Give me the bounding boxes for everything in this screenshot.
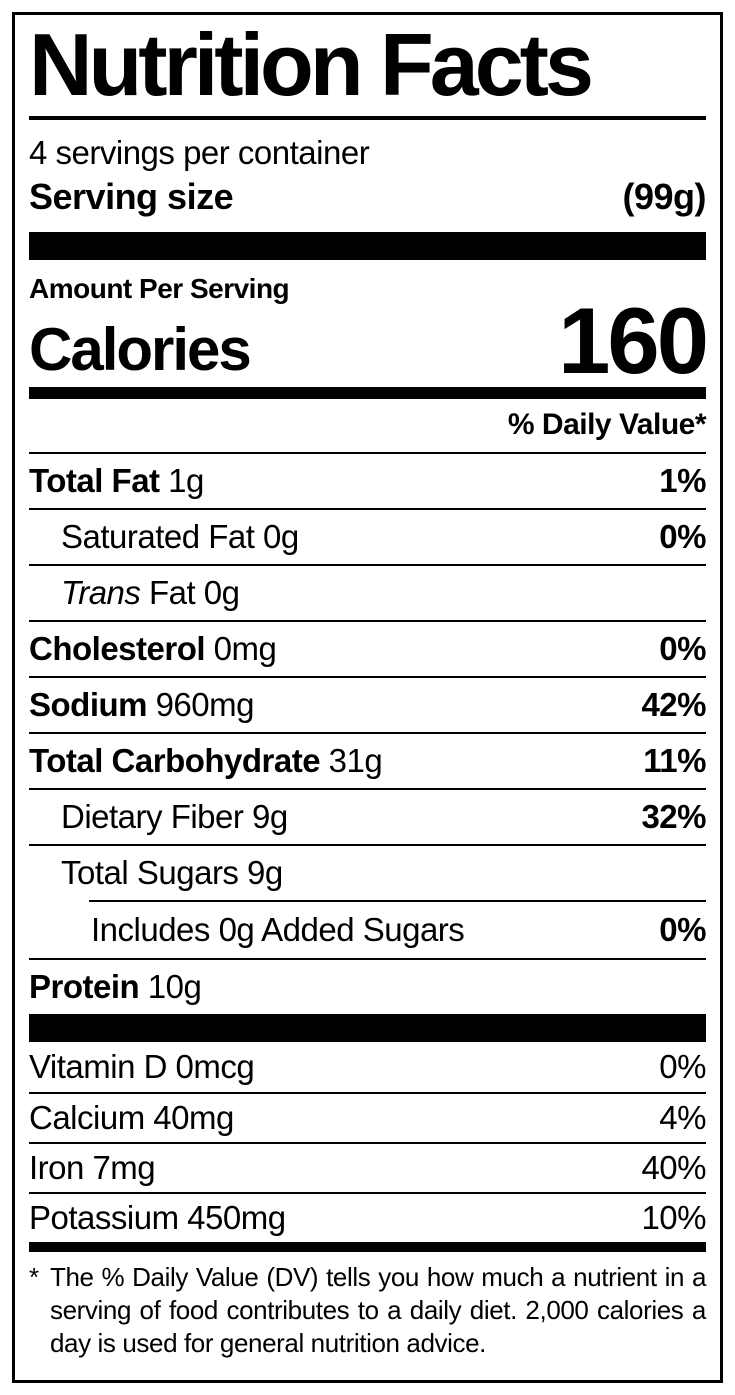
protein-section-bar xyxy=(29,1013,706,1042)
footnote-section-bar xyxy=(29,1241,706,1252)
amount-per-serving-label: Amount Per Serving xyxy=(29,273,290,305)
nutrient-name: Total Sugars 9g xyxy=(29,854,283,892)
nutrient-row-sodium: Sodium 960mg 42% xyxy=(29,675,706,732)
nutrient-dv: 0% xyxy=(659,1047,706,1085)
footnote-text: The % Daily Value (DV) tells you how muc… xyxy=(50,1261,706,1358)
nutrient-row-total-fat: Total Fat 1g 1% xyxy=(29,451,706,508)
nutrient-row-cholesterol: Cholesterol 0mg 0% xyxy=(29,619,706,676)
added-sugars-divider xyxy=(89,899,706,902)
nutrient-row-dietary-fiber: Dietary Fiber 9g 32% xyxy=(29,787,706,844)
nutrient-name: Sodium 960mg xyxy=(29,686,254,724)
nutrient-row-saturated-fat: Saturated Fat 0g 0% xyxy=(29,507,706,564)
nutrient-name-text: Total Fat xyxy=(29,461,160,499)
nutrient-name-text: Cholesterol xyxy=(29,629,206,667)
nutrient-dv: 40% xyxy=(641,1148,706,1186)
label-title: Nutrition Facts xyxy=(29,15,594,114)
nutrient-name: Total Fat 1g xyxy=(29,462,204,500)
serving-size-value: (99g) xyxy=(622,176,706,218)
nutrient-row-total-carbohydrate: Total Carbohydrate 31g 11% xyxy=(29,731,706,788)
nutrient-name: Cholesterol 0mg xyxy=(29,629,277,668)
nutrient-amount: 31g xyxy=(328,741,383,779)
serving-size-label: Serving size xyxy=(29,176,234,218)
nutrient-name: Dietary Fiber 9g xyxy=(29,798,288,836)
nutrient-amount: 40mg xyxy=(153,1098,234,1136)
nutrient-amount: 450mg xyxy=(187,1198,286,1236)
nutrient-name: Potassium 450mg xyxy=(29,1199,286,1237)
nutrient-name: Includes 0g Added Sugars xyxy=(29,911,473,949)
nutrient-name-text: Dietary Fiber xyxy=(61,797,244,835)
nutrient-name-italic: Trans xyxy=(61,573,141,611)
nutrient-amount: 9g xyxy=(247,853,283,891)
calories-section-bar xyxy=(29,386,706,399)
daily-value-header: % Daily Value* xyxy=(507,407,707,441)
micronutrient-row-iron: Iron 7mg 40% xyxy=(29,1141,706,1192)
micronutrient-row-vitamin-d: Vitamin D 0mcg 0% xyxy=(29,1042,706,1092)
micronutrient-row-potassium: Potassium 450mg 10% xyxy=(29,1191,706,1242)
micronutrient-row-calcium: Calcium 40mg 4% xyxy=(29,1091,706,1142)
nutrient-name: Protein 10g xyxy=(29,967,202,1006)
nutrient-name-text: Total Carbohydrate xyxy=(29,741,321,779)
nutrient-amount: 0g xyxy=(203,573,240,611)
nutrient-amount: 0g xyxy=(263,517,299,555)
nutrient-name-text: Total Sugars xyxy=(61,853,239,891)
nutrient-row-total-sugars: Total Sugars 9g xyxy=(29,843,706,900)
nutrient-name: Total Carbohydrate 31g xyxy=(29,741,383,780)
nutrient-dv: 11% xyxy=(643,741,706,779)
nutrient-amount: 9g xyxy=(251,797,288,835)
nutrient-name-text: Saturated Fat xyxy=(61,517,255,555)
nutrient-amount: 1g xyxy=(168,461,204,499)
footnote: * The % Daily Value (DV) tells you how m… xyxy=(29,1261,706,1360)
servings-per-container: 4 servings per container xyxy=(29,134,370,171)
nutrition-facts-label: Nutrition Facts 4 servings per container… xyxy=(12,12,723,1383)
nutrient-dv: 10% xyxy=(641,1198,706,1236)
nutrient-name-text: Protein xyxy=(29,967,140,1005)
title-divider xyxy=(29,116,706,120)
nutrient-name-text: Potassium xyxy=(29,1198,179,1236)
nutrient-name-text: Calcium xyxy=(29,1098,145,1136)
nutrient-row-protein: Protein 10g xyxy=(29,957,706,1014)
nutrient-dv: 42% xyxy=(641,685,706,723)
serving-section-bar xyxy=(29,232,706,261)
nutrient-name-text: Includes 0g Added Sugars xyxy=(91,910,465,948)
nutrient-name: Calcium 40mg xyxy=(29,1099,234,1137)
nutrient-amount: 7mg xyxy=(92,1148,156,1186)
serving-size-row: Serving size (99g) xyxy=(29,176,706,218)
nutrient-dv: 0% xyxy=(659,910,706,948)
nutrient-name: Vitamin D 0mcg xyxy=(29,1047,255,1086)
nutrient-dv: 4% xyxy=(659,1098,706,1136)
footnote-asterisk: * xyxy=(29,1261,39,1292)
calories-row: Calories 160 xyxy=(29,288,709,394)
nutrient-dv: 0% xyxy=(659,517,706,555)
nutrient-name-text: Iron xyxy=(29,1148,84,1186)
nutrient-amount: 10g xyxy=(147,967,202,1005)
nutrient-name: Trans Fat 0g xyxy=(29,573,240,612)
nutrient-row-trans-fat: Trans Fat 0g xyxy=(29,563,706,620)
nutrient-name: Iron 7mg xyxy=(29,1148,156,1187)
nutrient-amount: 960mg xyxy=(155,685,255,723)
calories-value: 160 xyxy=(558,288,709,394)
nutrient-dv: 32% xyxy=(641,797,706,835)
nutrient-name: Saturated Fat 0g xyxy=(29,518,299,556)
nutrient-dv: 1% xyxy=(659,461,706,499)
nutrient-name-text: Vitamin D xyxy=(29,1047,167,1085)
nutrient-dv: 0% xyxy=(659,629,706,667)
nutrient-row-added-sugars: Includes 0g Added Sugars 0% xyxy=(29,902,706,958)
nutrient-name-text: Sodium xyxy=(29,685,148,723)
nutrient-amount: 0mcg xyxy=(175,1047,255,1085)
calories-label: Calories xyxy=(29,315,252,383)
nutrient-amount: 0mg xyxy=(213,629,277,667)
nutrient-name-text: Fat xyxy=(148,573,196,611)
